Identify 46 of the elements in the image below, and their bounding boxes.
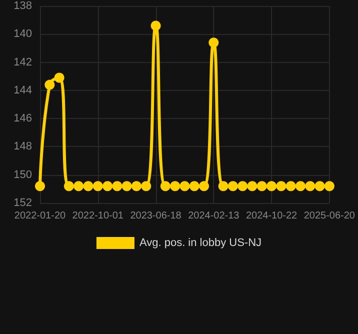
point <box>74 181 84 192</box>
point <box>295 181 306 192</box>
point <box>35 181 45 192</box>
point <box>208 38 219 48</box>
x-tick-label: 2022-10-01 <box>72 210 124 222</box>
legend-label: Avg. pos. in lobby US-NJ <box>139 237 262 249</box>
point <box>122 181 132 192</box>
y-tick-label: 138 <box>14 0 32 12</box>
y-tick-label: 152 <box>14 197 32 209</box>
y-tick-label: 140 <box>14 28 32 40</box>
point <box>266 181 277 192</box>
point <box>112 181 122 192</box>
point <box>247 181 258 192</box>
point <box>189 181 200 192</box>
point <box>276 181 286 192</box>
point <box>170 181 180 192</box>
point <box>141 181 152 192</box>
x-tick-label: 2025-06-20 <box>304 210 356 222</box>
point <box>199 181 210 192</box>
point <box>314 181 325 192</box>
x-tick-label: 2023-06-18 <box>130 210 182 222</box>
point <box>102 181 113 192</box>
point <box>180 181 190 192</box>
point <box>150 20 161 31</box>
point <box>160 181 170 192</box>
y-tick-label: 142 <box>14 56 32 68</box>
x-tick-label: 2024-02-13 <box>188 210 240 222</box>
y-tick-label: 150 <box>14 168 32 181</box>
x-tick-label: 2022-01-20 <box>14 210 66 222</box>
point <box>256 181 267 192</box>
y-tick-label: 148 <box>14 140 32 153</box>
y-tick-label: 146 <box>14 112 32 125</box>
point <box>238 181 248 192</box>
point <box>92 181 103 192</box>
point <box>64 181 74 192</box>
point <box>54 72 64 83</box>
point <box>305 181 316 192</box>
x-tick-label: 2024-10-22 <box>246 210 298 222</box>
point <box>83 181 94 192</box>
point <box>131 181 142 192</box>
point <box>324 181 334 192</box>
point <box>286 181 296 192</box>
y-tick-label: 144 <box>14 84 32 96</box>
point <box>218 181 228 192</box>
point <box>44 80 55 90</box>
point <box>228 181 238 192</box>
